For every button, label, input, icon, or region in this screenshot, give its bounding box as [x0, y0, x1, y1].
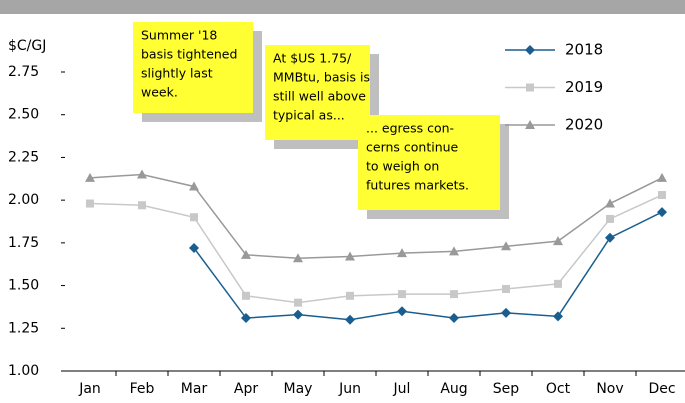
y-tick-label: 1.75: [8, 235, 39, 251]
x-tick-label: Nov: [596, 381, 623, 397]
point: [85, 172, 95, 182]
x-tick-label: Jan: [78, 381, 101, 397]
point: [449, 246, 459, 256]
y-tick-label: 2.50: [8, 107, 39, 123]
annotation-text: At $US 1.75/: [273, 51, 352, 66]
y-tick-label: 1.25: [8, 320, 39, 336]
point: [657, 207, 667, 218]
legend-label: 2020: [565, 116, 603, 134]
x-tick-label: Apr: [234, 381, 258, 397]
y-tick-label: 2.25: [8, 149, 39, 165]
annotation-text: to weigh on: [366, 159, 439, 174]
unit-label: $C/GJ: [8, 38, 46, 54]
legend-marker: [525, 120, 535, 129]
annotation-text: week.: [141, 85, 178, 100]
point: [397, 306, 407, 317]
point: [605, 232, 615, 243]
point: [293, 309, 303, 320]
x-tick-label: Jul: [393, 381, 411, 397]
point: [449, 313, 459, 324]
series-line: [89, 173, 663, 259]
x-tick-label: Mar: [181, 381, 208, 397]
point: [501, 307, 511, 318]
x-tick-label: Dec: [648, 381, 675, 397]
annotation-text: Summer '18: [141, 28, 217, 43]
point: [86, 199, 94, 208]
series-line: [89, 194, 663, 304]
annotation-text: ... egress con-: [366, 121, 454, 136]
y-tick-label: 1.50: [8, 278, 39, 294]
point: [605, 198, 615, 208]
point: [189, 181, 199, 191]
point: [502, 284, 510, 293]
point: [137, 169, 147, 179]
x-tick-label: May: [284, 381, 313, 397]
point: [397, 248, 407, 258]
annotation-box: [358, 115, 500, 210]
point: [189, 242, 199, 253]
x-tick-label: Oct: [546, 381, 571, 397]
legend-marker: [525, 45, 535, 55]
point: [345, 251, 355, 261]
annotation-text: still well above: [273, 89, 366, 104]
y-tick-label: 1.00: [8, 363, 39, 379]
x-tick-label: Sep: [493, 381, 520, 397]
x-tick-label: Jun: [338, 381, 361, 397]
annotation-text: basis tightened: [141, 47, 237, 62]
annotation-box: [265, 45, 370, 140]
point: [294, 298, 302, 307]
series-line: [193, 211, 663, 321]
point: [657, 172, 667, 182]
legend-marker: [526, 83, 534, 92]
point: [606, 214, 614, 223]
annotation-text: cerns continue: [366, 140, 459, 155]
x-tick-label: Aug: [440, 381, 467, 397]
legend-label: 2019: [565, 78, 603, 96]
y-tick-label: 2.00: [8, 192, 39, 208]
point: [554, 279, 562, 288]
point: [138, 201, 146, 210]
point: [241, 313, 251, 324]
point: [242, 291, 250, 300]
point: [658, 191, 666, 200]
annotation-text: futures markets.: [366, 178, 469, 193]
x-tick-label: Feb: [130, 381, 155, 397]
point: [501, 241, 511, 251]
annotation-text: MMBtu, basis is: [273, 70, 370, 85]
point: [190, 213, 198, 222]
point: [553, 236, 563, 246]
point: [241, 249, 251, 259]
point: [293, 253, 303, 263]
y-tick-label: 2.75: [8, 64, 39, 80]
point: [346, 291, 354, 300]
header-bar: [0, 0, 685, 14]
legend-label: 2018: [565, 41, 603, 59]
point: [345, 314, 355, 325]
point: [553, 311, 563, 322]
annotation-text: slightly last: [141, 66, 213, 81]
point: [450, 290, 458, 299]
point: [398, 290, 406, 299]
annotation-box: [133, 22, 253, 113]
annotation-text: typical as...: [273, 108, 345, 123]
